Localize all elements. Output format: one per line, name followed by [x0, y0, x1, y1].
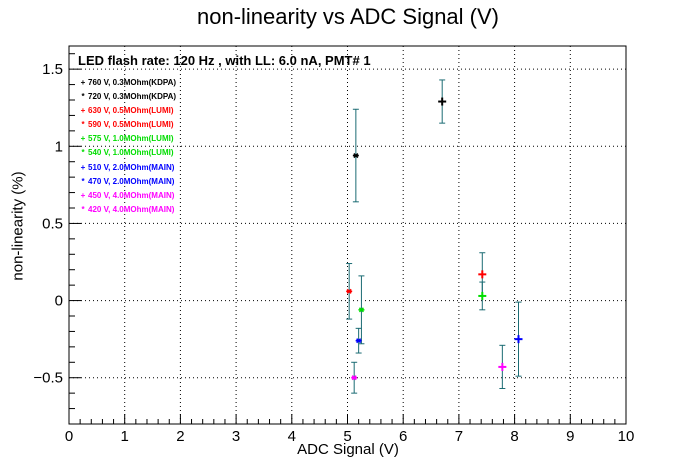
y-axis-label: non-linearity (%)	[9, 171, 27, 281]
x-tick-label: 1	[121, 428, 129, 445]
y-tick-label: 0.5	[42, 215, 63, 232]
tick-label-layer: 0 1 2 3 4 5 6 7 8 9 10 −0.5 0 0.5 1 1.5	[33, 61, 634, 445]
legend-marker: *	[81, 176, 85, 186]
legend-entry: * 420 V, 4.0MOhm(MAIN)	[78, 203, 176, 217]
legend-entry: * 470 V, 2.0MOhm(MAIN)	[78, 175, 176, 189]
legend-entry: +575 V, 1.0MOhm(LUMI)	[78, 132, 176, 146]
legend-entry: * 590 V, 0.5MOhm(LUMI)	[78, 118, 176, 132]
legend-marker: +	[80, 106, 86, 116]
legend-marker: *	[81, 148, 85, 158]
legend-marker: +	[80, 134, 86, 144]
legend-entry: +630 V, 0.5MOhm(LUMI)	[78, 104, 176, 118]
y-tick-label: 1	[55, 138, 63, 155]
marker-star	[351, 375, 357, 381]
data-point	[351, 361, 358, 394]
x-axis-label: ADC Signal (V)	[297, 441, 399, 458]
marker-star	[358, 307, 364, 313]
legend-label: 630 V, 0.5MOhm(LUMI)	[88, 106, 174, 116]
marker-star	[356, 338, 362, 344]
legend-entry: * 720 V, 0.3MOhm(KDPA)	[78, 90, 176, 104]
legend-entry: +760 V, 0.3MOhm(KDPA)	[78, 76, 176, 90]
data-point	[355, 327, 362, 354]
x-tick-label: 6	[399, 428, 407, 445]
x-tick-label: 0	[65, 428, 73, 445]
legend-label: 470 V, 2.0MOhm(MAIN)	[88, 176, 175, 186]
data-point	[358, 275, 365, 345]
data-point	[438, 79, 447, 124]
legend-label: 720 V, 0.3MOhm(KDPA)	[88, 92, 177, 102]
x-tick-label: 8	[510, 428, 518, 445]
axis-layer	[68, 45, 627, 425]
x-tick-label: 4	[288, 428, 296, 445]
legend-label: 540 V, 1.0MOhm(LUMI)	[88, 148, 174, 158]
data-layer	[346, 79, 523, 394]
data-point	[498, 344, 507, 390]
x-tick-label: 7	[455, 428, 463, 445]
legend-label: 450 V, 4.0MOhm(MAIN)	[88, 190, 175, 200]
legend-label: 760 V, 0.3MOhm(KDPA)	[88, 78, 177, 87]
marker-star	[353, 153, 359, 159]
legend-label: 420 V, 4.0MOhm(MAIN)	[88, 204, 175, 214]
legend-entry: +510 V, 2.0MOhm(MAIN)	[78, 161, 176, 175]
y-tick-label: 1.5	[42, 61, 63, 78]
x-tick-label: 2	[176, 428, 184, 445]
y-tick-label: −0.5	[33, 370, 63, 387]
legend-marker: +	[80, 162, 86, 172]
data-point	[478, 281, 487, 311]
chart-annotation: LED flash rate: 120 Hz , with LL: 6.0 nA…	[78, 53, 371, 68]
chart-title: non-linearity vs ADC Signal (V)	[196, 4, 499, 29]
legend-label: 510 V, 2.0MOhm(MAIN)	[88, 162, 175, 172]
data-point	[514, 301, 523, 377]
legend-entry: +450 V, 4.0MOhm(MAIN)	[78, 189, 176, 203]
legend: +760 V, 0.3MOhm(KDPA) * 720 V, 0.3MOhm(KDP…	[78, 76, 176, 217]
x-tick-label: 5	[343, 428, 351, 445]
y-tick-label: 0	[55, 293, 63, 310]
grid-layer	[69, 46, 626, 424]
x-tick-label: 10	[618, 428, 635, 445]
legend-label: 575 V, 1.0MOhm(LUMI)	[88, 134, 174, 144]
legend-marker: *	[81, 120, 85, 130]
legend-marker: *	[81, 204, 85, 214]
marker-star	[346, 288, 352, 294]
legend-marker: +	[80, 78, 86, 87]
data-point	[352, 108, 359, 203]
x-tick-label: 3	[232, 428, 240, 445]
legend-entry: * 540 V, 1.0MOhm(LUMI)	[78, 146, 176, 160]
legend-marker: +	[80, 190, 86, 200]
data-point	[346, 263, 353, 320]
legend-marker: *	[81, 92, 85, 102]
x-tick-label: 9	[566, 428, 574, 445]
legend-label: 590 V, 0.5MOhm(LUMI)	[88, 120, 174, 130]
